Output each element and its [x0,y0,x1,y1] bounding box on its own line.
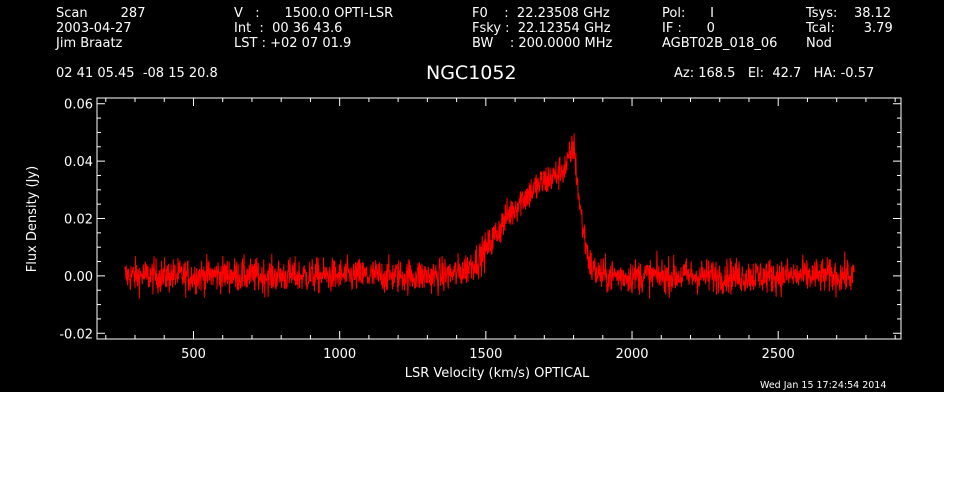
header-date: 2003-04-27 [56,21,132,36]
y-tick-label: 0.06 [64,98,93,113]
header-if: IF : 0 [662,21,715,36]
header-velocity: V : 1500.0 OPTI-LSR [234,6,394,21]
header-scan: Scan 287 [56,6,146,21]
header-f0: F0 : 22.23508 GHz [472,6,610,21]
header-mode: Nod [806,36,832,51]
header-bw: BW : 200.0000 MHz [472,36,613,51]
header-tcal: Tcal: 3.79 [806,21,893,36]
x-tick-label: 500 [181,347,206,362]
header-project: AGBT02B_018_06 [662,36,778,51]
plot-panel: Scan 287 2003-04-27 Jim Braatz V : 1500.… [0,0,944,392]
header-fsky: Fsky : 22.12354 GHz [472,21,611,36]
timestamp: Wed Jan 15 17:24:54 2014 [760,380,887,391]
y-axis-ticks: -0.02 0.00 0.02 0.04 0.06 [59,98,901,342]
y-tick-label: 0.02 [64,213,93,228]
x-tick-label: 2500 [762,347,795,362]
header-tsys: Tsys: 38.12 [806,6,892,21]
y-tick-label: -0.02 [59,327,93,342]
header-int: Int : 00 36 43.6 [234,21,343,36]
spectrum-line [124,133,855,299]
header-pol: Pol: I [662,6,714,21]
plot-frame [96,97,902,340]
x-tick-label: 1500 [469,347,502,362]
header-lst: LST : +02 07 01.9 [234,36,352,51]
header-coords: 02 41 05.45 -08 15 20.8 [56,66,218,81]
x-axis-label: LSR Velocity (km/s) OPTICAL [405,366,590,381]
header-azel: Az: 168.5 El: 42.7 HA: -0.57 [674,66,875,81]
x-axis-ticks: 500 1000 1500 2000 2500 [105,98,896,362]
spectrum-chart: 500 1000 1500 2000 2500 -0.02 0.00 0.02 0.04 0.0… [25,97,902,381]
source-title: NGC1052 [426,62,517,84]
y-tick-label: 0.00 [64,270,93,285]
x-tick-label: 1000 [323,347,356,362]
spectrum-trace-layer [124,133,855,299]
x-tick-label: 2000 [615,347,648,362]
y-tick-label: 0.04 [64,155,93,170]
y-axis-label: Flux Density (Jy) [25,166,40,272]
header-observer: Jim Braatz [56,36,123,51]
